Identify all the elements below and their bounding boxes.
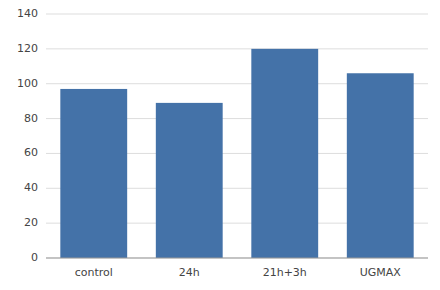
y-tick-label: 0: [31, 251, 38, 264]
x-tick-label: control: [75, 266, 113, 279]
grid-line: [46, 48, 428, 49]
grid-line: [46, 14, 428, 15]
x-tick-label: 21h+3h: [263, 266, 307, 279]
y-axis: 0 20 40 60 80 100 120 140: [17, 7, 38, 264]
y-tick-label: 140: [17, 7, 38, 20]
y-tick-label: 100: [17, 77, 38, 90]
grid: [46, 14, 428, 258]
chart-svg: 0 20 40 60 80 100 120 140 control 24h 21h+3h UGMAX: [0, 0, 440, 290]
x-axis: control 24h 21h+3h UGMAX: [75, 266, 402, 279]
bar: [251, 49, 318, 258]
x-tick-label: UGMAX: [360, 266, 402, 279]
grid-line: [46, 258, 428, 259]
y-tick-label: 40: [24, 181, 38, 194]
y-tick-label: 60: [24, 146, 38, 159]
bar: [156, 103, 223, 258]
x-tick-label: 24h: [179, 266, 200, 279]
y-tick-label: 20: [24, 216, 38, 229]
bar: [60, 89, 127, 258]
y-tick-label: 80: [24, 112, 38, 125]
chart-container: 0 20 40 60 80 100 120 140 control 24h 21h+3h UGMAX: [0, 0, 440, 290]
x-axis-line: [46, 258, 428, 259]
bars: [60, 49, 413, 258]
bar: [347, 73, 414, 258]
y-tick-label: 120: [17, 42, 38, 55]
